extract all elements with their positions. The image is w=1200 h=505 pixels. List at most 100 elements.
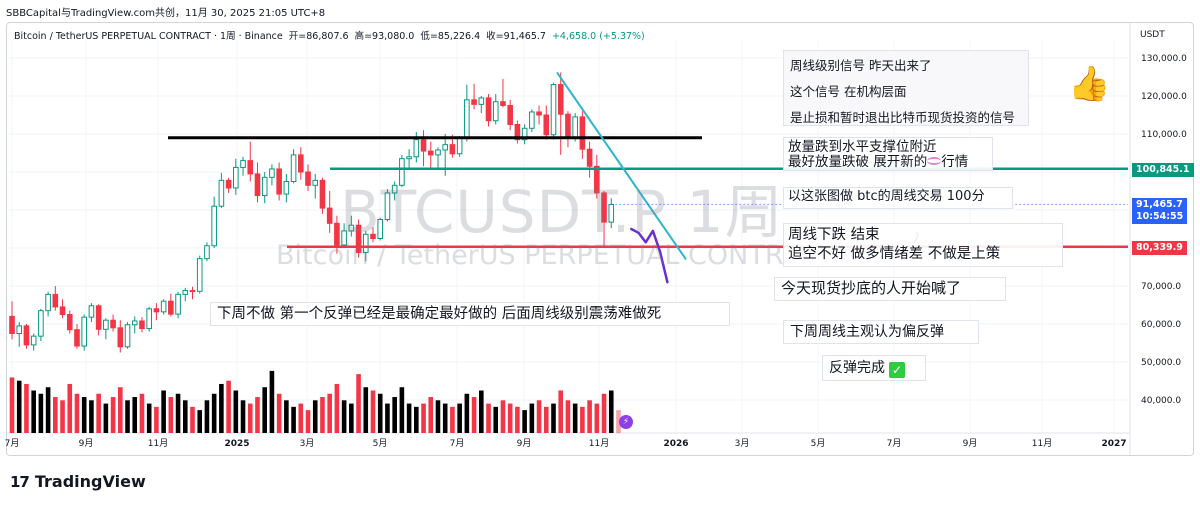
candle-body [124, 324, 131, 348]
candle-body [579, 116, 586, 150]
trendline-cyan [556, 71, 687, 260]
candle-body [139, 320, 145, 330]
note-weekly-end[interactable]: 周线下跌 结束 追空不好 做多情绪差 不做是上策 [783, 223, 1063, 267]
volume-bar [608, 390, 614, 433]
y-tick-label: 50,000.0 [1141, 358, 1181, 368]
candle-body [319, 179, 326, 209]
candle-body [225, 179, 232, 189]
volume-bar [175, 393, 181, 433]
volume-bar [38, 393, 44, 433]
candle-body [413, 139, 420, 158]
volume-bar [305, 410, 311, 433]
volume-bar [522, 410, 527, 433]
y-tick-label: 70,000.0 [1141, 282, 1181, 292]
volume-bar [190, 406, 195, 433]
candle-body [95, 305, 102, 330]
volume-bar [471, 397, 477, 433]
candle-body [247, 160, 254, 175]
volume-bar [349, 403, 354, 433]
candle-body [456, 137, 463, 155]
volume-bar [450, 406, 455, 433]
volume-bar [154, 406, 159, 433]
candle-body [52, 293, 59, 308]
volume-bar [486, 403, 491, 433]
volume-bar [60, 400, 65, 433]
candle-body [16, 325, 23, 334]
lightning-icon[interactable]: ⚡ [619, 415, 633, 429]
volume-bar [219, 383, 224, 433]
candle-body [45, 293, 51, 312]
volume-bar [284, 400, 289, 433]
candle-body [435, 149, 441, 156]
candle-body [529, 111, 535, 129]
volume-bar [594, 403, 600, 433]
note-rebound-view[interactable]: 下周周线主观认为偏反弹 [783, 320, 979, 344]
y-tick-label: 120,000.0 [1141, 92, 1187, 102]
candle-body [240, 160, 246, 168]
note-spot-buyers[interactable]: 今天现货抄底的人开始喊了 [774, 277, 1006, 301]
candle-body [334, 222, 340, 246]
volume-bar [515, 406, 520, 433]
candle-body [442, 144, 448, 151]
note-weekly-signal[interactable]: 周线级别信号 昨天出来了 这个信号 在机构层面 是止损和暂时退出比特币现货投资的… [783, 50, 1029, 126]
candle-body [521, 127, 528, 141]
volume-bar [262, 387, 267, 433]
note-next-week[interactable]: 下周不做 第一个反弹已经是最确定最好做的 后面周线级别震荡难做死 [210, 302, 730, 326]
note-score[interactable]: 以这张图做 btc的周线交易 100分 [783, 187, 1013, 209]
note-line: 是止损和暂时退出比特币现货投资的信号 [790, 110, 1016, 125]
y-tick-label: 110,000.0 [1141, 130, 1187, 140]
x-tick-label: 11月 [1032, 438, 1052, 449]
ohlc-close: 收=91,465.7 [486, 31, 546, 42]
candle-body [131, 320, 138, 326]
volume-bar [536, 400, 542, 433]
price-label-green: 100,845.1 [1132, 163, 1194, 177]
volume-bar [428, 397, 434, 433]
volume-bar [551, 403, 556, 433]
x-tick-label: 2025 [224, 439, 249, 449]
candle-body [153, 308, 160, 313]
candle-body [290, 154, 297, 182]
candle-body [189, 290, 196, 293]
volume-bar [320, 397, 325, 433]
volume-bar [139, 393, 145, 433]
volume-bar [442, 403, 448, 433]
tradingview-brand[interactable]: 17 TradingView [10, 472, 146, 491]
candle-body [384, 192, 391, 220]
candle-body [196, 258, 203, 292]
volume-bar [96, 393, 101, 433]
volume-bar [572, 403, 578, 433]
ohlc-change: +4,658.0 (+5.37%) [551, 31, 645, 42]
candle-body [362, 233, 369, 254]
note-line: 最好放量跌破 展开新的 行情 [788, 154, 969, 170]
note-support-break[interactable]: 放量跌到水平支撑位附近 最好放量跌破 展开新的 行情 [783, 137, 993, 171]
candle-body [103, 319, 109, 330]
x-tick-label: 3月 [300, 438, 315, 449]
candle-body [276, 168, 282, 195]
x-tick-label: 5月 [811, 438, 826, 449]
volume-bar [529, 403, 535, 433]
volume-bar [580, 406, 585, 433]
candle-body [586, 148, 593, 167]
volume-bar [74, 393, 80, 433]
volume-bar [399, 387, 405, 433]
volume-bar [421, 403, 426, 433]
volume-bar [247, 403, 253, 433]
volume-bar [435, 400, 441, 433]
candle-body [471, 99, 477, 105]
candle-body [399, 158, 405, 186]
volume-bar [370, 390, 376, 433]
currency-label[interactable]: USDT [1140, 30, 1165, 40]
candle-body [406, 156, 412, 160]
volume-bar [558, 390, 564, 433]
candle-body [543, 114, 550, 136]
ohlc-high: 高=93,080.0 [354, 31, 415, 42]
volume-bar [233, 390, 239, 433]
volume-bar [500, 400, 506, 433]
candle-body [59, 306, 66, 315]
symbol-name[interactable]: Bitcoin / TetherUS PERPETUAL CONTRACT · … [14, 31, 283, 42]
volume-bar [146, 403, 152, 433]
candle-body [478, 97, 485, 105]
volume-bar [543, 406, 549, 433]
note-rebound-done[interactable]: 反弹完成 ✓ [822, 355, 926, 381]
candle-body [427, 150, 434, 156]
